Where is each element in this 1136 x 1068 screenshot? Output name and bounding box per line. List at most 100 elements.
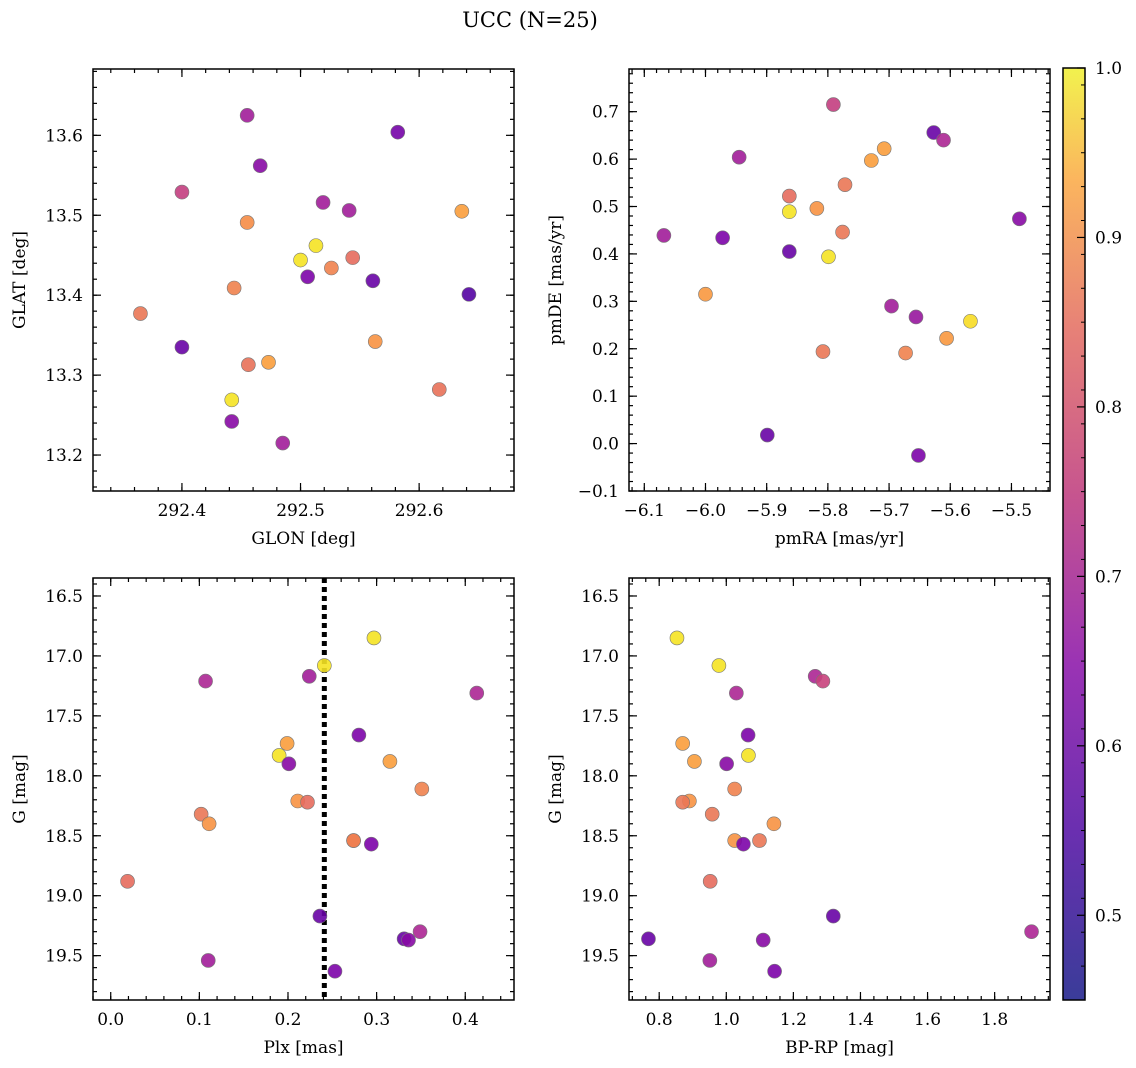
scatter-point — [782, 204, 797, 220]
y-axis-label: GLAT [deg] — [10, 231, 30, 329]
scatter-point — [300, 269, 315, 285]
scatter-point — [382, 754, 398, 769]
scatter-point — [239, 108, 255, 123]
y-axis-label: pmDE [mas/yr] — [546, 215, 566, 345]
y-tick-label: 19.5 — [45, 947, 83, 967]
y-axis-label: G [mag] — [546, 754, 566, 823]
x-axis-label: pmRA [mas/yr] — [775, 529, 904, 549]
axes-frame — [92, 68, 515, 492]
x-tick-label: 292.6 — [395, 501, 444, 521]
scatter-point — [719, 756, 734, 772]
y-tick-label: 13.3 — [45, 366, 83, 386]
scatter-point — [308, 238, 324, 253]
scatter-point — [312, 908, 328, 924]
scatter-point — [365, 273, 381, 289]
x-tick-label: 1.8 — [981, 1010, 1008, 1030]
scatter-point — [898, 345, 913, 361]
x-tick-label: 0.0 — [97, 1010, 124, 1030]
scatter-point — [469, 685, 485, 701]
y-tick-label: 0.1 — [592, 387, 619, 407]
colorbar-tick-label: 0.9 — [1095, 228, 1122, 248]
scatter-point — [826, 97, 841, 112]
scatter-point — [401, 932, 416, 948]
x-tick-label: 1.0 — [713, 1010, 740, 1030]
scatter-point — [193, 806, 209, 822]
scatter-points — [656, 97, 1027, 463]
scatter-point — [727, 781, 742, 797]
scatter-point — [835, 224, 850, 240]
scatter-point — [367, 334, 383, 349]
scatter-point — [239, 215, 255, 230]
y-tick-label: 18.0 — [581, 767, 619, 787]
scatter-point — [366, 630, 382, 646]
scatter-point — [200, 953, 216, 968]
scatter-point — [740, 727, 756, 743]
x-tick-label: −5.8 — [807, 501, 848, 521]
scatter-point — [755, 932, 771, 948]
colorbar-tick-label: 1.0 — [1095, 59, 1122, 79]
scatter-point — [939, 331, 954, 346]
colorbar-tick-label: 0.5 — [1095, 906, 1122, 926]
panel-pmra-pmde: −6.1 −6.0 −5.9 −5.8 −5.7 −5.6 −5.5 −0.1 0.0 0.1 0.… — [546, 68, 1051, 549]
scatter-point — [702, 953, 718, 968]
scatter-point — [281, 756, 297, 772]
scatter-point — [226, 280, 242, 296]
y-tick-label: 17.5 — [45, 707, 83, 727]
scatter-point — [963, 313, 978, 329]
colorbar-tick-label: 0.7 — [1095, 567, 1122, 587]
scatter-point — [736, 836, 751, 852]
panel-bprp-g: 0.8 1.0 1.2 1.4 1.6 1.8 16.5 17.0 17.5 18.0 18.5 19… — [546, 577, 1051, 1058]
axes-frame — [92, 577, 515, 1001]
scatter-point — [301, 669, 317, 684]
scatter-point — [364, 836, 379, 852]
scatter-point — [759, 427, 775, 443]
scatter-point — [926, 125, 942, 140]
scatter-point — [698, 286, 713, 302]
scatter-point — [731, 149, 747, 165]
axes-frame — [628, 577, 1051, 1001]
x-tick-label: −5.9 — [746, 501, 787, 521]
x-axis-label: GLON [deg] — [251, 529, 355, 549]
scatter-point — [1024, 924, 1039, 939]
scatter-point — [911, 448, 926, 463]
scatter-point — [908, 309, 924, 325]
panel-glon-glat: 292.4 292.5 292.6 13.2 13.3 13.4 13.5 13.6 GLON … — [10, 68, 515, 549]
x-tick-label: −5.6 — [930, 501, 971, 521]
colorbar-tick-label: 0.8 — [1095, 398, 1122, 418]
panel-plx-g: 0.0 0.1 0.2 0.3 0.4 16.5 17.0 17.5 18.0 18.5 19.0 1… — [10, 577, 515, 1058]
scatter-point — [687, 754, 702, 769]
x-tick-label: −6.1 — [624, 501, 665, 521]
scatter-point — [461, 287, 477, 302]
scatter-point — [656, 228, 672, 243]
scatter-point — [327, 963, 343, 979]
x-axis-label: BP-RP [mag] — [785, 1038, 894, 1058]
scatter-point — [412, 924, 428, 939]
scatter-point — [224, 392, 240, 408]
y-tick-label: 16.5 — [45, 587, 83, 607]
y-tick-label: 17.0 — [45, 647, 83, 667]
y-axis-label: G [mag] — [10, 754, 30, 823]
scatter-points — [133, 108, 477, 451]
ticks — [93, 69, 515, 491]
colorbar-gradient — [1062, 67, 1086, 1001]
scatter-point — [702, 874, 718, 889]
figure-title: UCC (N=25) — [462, 8, 598, 32]
scatter-points — [120, 630, 485, 979]
scatter-point — [271, 748, 287, 763]
scatter-point — [279, 736, 295, 751]
x-tick-label: 0.3 — [363, 1010, 390, 1030]
x-tick-label: 1.2 — [780, 1010, 807, 1030]
scatter-points — [641, 630, 1039, 979]
y-tick-label: 0.5 — [592, 198, 619, 218]
y-tick-label: 19.5 — [581, 947, 619, 967]
scatter-point — [936, 132, 951, 148]
scatter-point — [711, 658, 727, 673]
x-tick-label: −5.5 — [991, 501, 1032, 521]
scatter-point — [261, 355, 276, 370]
scatter-point — [252, 158, 268, 174]
axes-frame — [628, 68, 1051, 492]
scatter-point — [815, 344, 831, 359]
scatter-point — [669, 630, 685, 646]
y-tick-label: 19.0 — [45, 887, 83, 907]
scatter-point — [241, 357, 256, 373]
